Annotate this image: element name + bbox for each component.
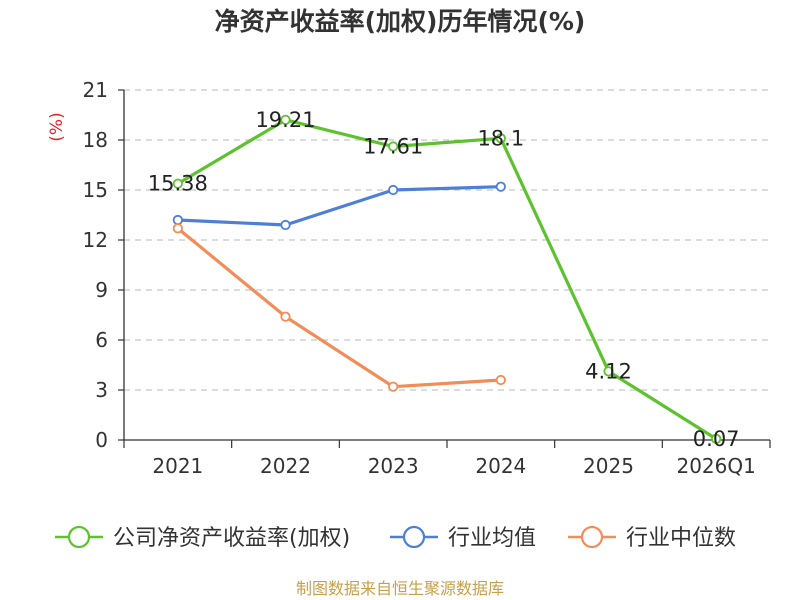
series-2-point-2021: [172, 223, 183, 234]
series-1-line: [177, 185, 501, 227]
data-label-2025: 4.12: [585, 359, 632, 383]
source-note: 制图数据来自恒生聚源数据库: [296, 579, 504, 598]
series-2-point-2022: [280, 311, 291, 322]
legend-label-1: 行业均值: [448, 526, 536, 551]
series-1-point-2024: [495, 181, 506, 192]
data-label-2021: 15.38: [148, 172, 208, 196]
series-2-point-2023: [388, 381, 399, 392]
series-group: [172, 114, 722, 444]
series-2-point-2024: [495, 374, 506, 386]
grid-lines: [124, 89, 770, 391]
y-tick-label-15: 15: [83, 178, 108, 202]
y-tick-label-18: 18: [83, 128, 108, 152]
legend-item-1[interactable]: 行业均值: [390, 525, 536, 551]
series-0-point-2024: [495, 133, 506, 144]
x-tick-label-2025: 2025: [583, 454, 634, 478]
legend-item-2[interactable]: 行业中位数: [568, 525, 736, 551]
y-tick-label-6: 6: [95, 328, 108, 352]
data-label-2023: 17.61: [363, 135, 423, 159]
series-0: [172, 114, 722, 444]
series-0-point-2021: [172, 178, 183, 189]
x-tick-label-2021: 2021: [152, 454, 203, 478]
series-1: [172, 181, 506, 231]
legend: 公司净资产收益率(加权) 行业均值 行业中位数: [55, 525, 736, 551]
data-label-2022: 19.21: [255, 108, 315, 132]
series-0-line: [177, 118, 718, 441]
x-tick-label-2023: 2023: [368, 454, 419, 478]
series-0-point-2025: [603, 366, 614, 377]
data-labels: 15.38 19.21 17.61 18.1 4.12 0.07: [148, 108, 740, 451]
legend-item-0[interactable]: 公司净资产收益率(加权): [55, 525, 350, 551]
series-1-point-2022: [280, 219, 291, 231]
y-tick-label-3: 3: [95, 378, 108, 402]
data-label-2026Q1: 0.07: [693, 427, 740, 451]
series-0-point-2022: [280, 114, 291, 125]
x-tick-label-2024: 2024: [475, 454, 526, 478]
y-axis-label: (%): [47, 112, 67, 141]
axes: 0 3 6 9 12 15 18 21 2021 2022 2023 2024 2025 2026Q1: [83, 78, 771, 478]
series-2-line: [176, 227, 501, 389]
x-tick-label-2022: 2022: [260, 454, 311, 478]
data-label-2024: 18.1: [477, 126, 524, 150]
x-tick-label-2026Q1: 2026Q1: [676, 454, 755, 478]
legend-label-0: 公司净资产收益率(加权): [113, 526, 350, 551]
series-2: [172, 223, 506, 392]
y-tick-label-9: 9: [95, 278, 108, 302]
series-0-point-2026Q1: [711, 433, 722, 444]
legend-label-2: 行业中位数: [626, 526, 736, 551]
legend-marker-2: [580, 525, 604, 549]
y-tick-label-12: 12: [83, 228, 108, 252]
series-1-point-2021: [172, 214, 183, 226]
series-1-point-2023: [388, 184, 399, 196]
legend-marker-1: [402, 525, 426, 549]
chart-title: 净资产收益率(加权)历年情况(%): [215, 7, 586, 36]
series-0-point-2023: [388, 141, 399, 152]
legend-marker-0: [67, 525, 91, 549]
y-tick-label-0: 0: [95, 428, 108, 452]
y-tick-label-21: 21: [83, 78, 108, 102]
